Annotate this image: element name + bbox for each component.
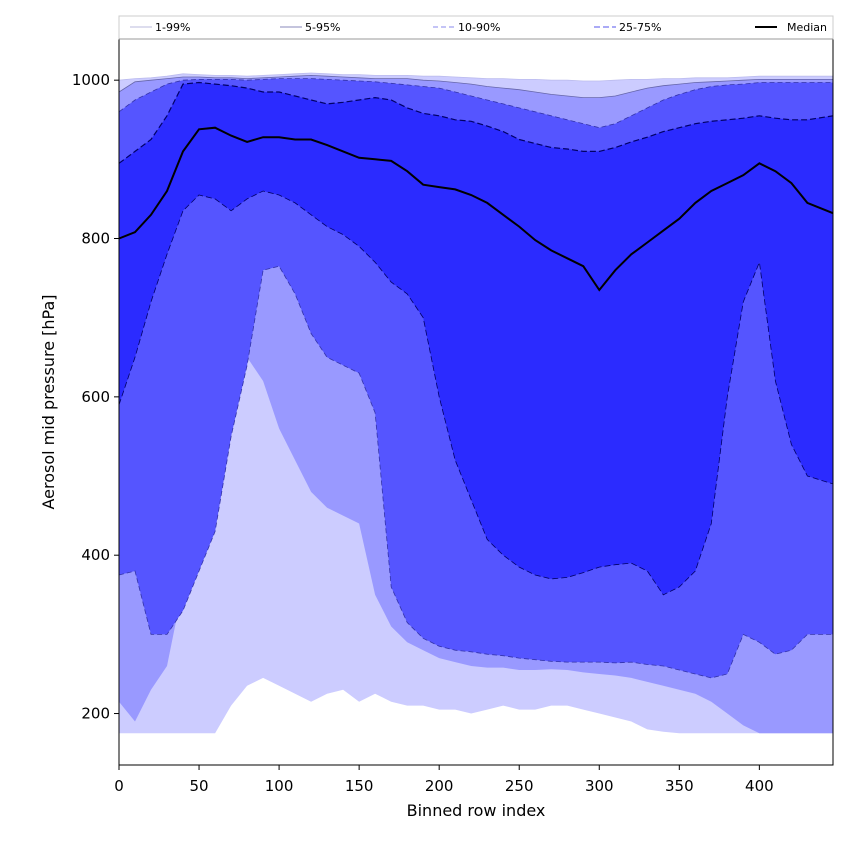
band-edge-lower-2 bbox=[118, 265, 833, 679]
legend-label-1-99: 1-99% bbox=[155, 21, 190, 34]
y-tick-label: 400 bbox=[81, 546, 110, 564]
x-tick-label: 200 bbox=[425, 777, 454, 795]
legend-label-10-90: 10-90% bbox=[458, 21, 500, 34]
x-tick-label: 150 bbox=[345, 777, 374, 795]
y-axis-ticks: 200 400 600 800 1000 bbox=[72, 71, 119, 723]
y-tick-label: 200 bbox=[81, 705, 110, 723]
x-tick-label: 0 bbox=[114, 777, 124, 795]
band-edge-upper-1 bbox=[118, 74, 833, 98]
bands-layer bbox=[118, 72, 834, 734]
y-axis-label: Aerosol mid pressure [hPa] bbox=[39, 294, 58, 509]
band-edge-upper-0 bbox=[118, 72, 833, 82]
legend-label-25-75: 25-75% bbox=[619, 21, 661, 34]
y-tick-label: 1000 bbox=[72, 71, 110, 89]
x-tick-label: 350 bbox=[665, 777, 694, 795]
x-tick-label: 300 bbox=[585, 777, 614, 795]
y-tick-label: 600 bbox=[81, 388, 110, 406]
x-tick-label: 250 bbox=[505, 777, 534, 795]
legend-label-5-95: 5-95% bbox=[305, 21, 340, 34]
x-axis-ticks: 0 50 100 150 200 250 300 350 400 bbox=[114, 765, 774, 795]
band-edge-upper-3 bbox=[118, 81, 834, 164]
median-line bbox=[118, 126, 834, 292]
legend-label-median: Median bbox=[787, 21, 827, 34]
band-25-75 bbox=[119, 82, 833, 595]
x-tick-label: 50 bbox=[189, 777, 208, 795]
median-layer bbox=[118, 126, 834, 292]
legend: 1-99% 5-95% 10-90% 25-75% Median bbox=[118, 15, 834, 40]
x-axis-label: Binned row index bbox=[407, 801, 546, 820]
x-tick-label: 100 bbox=[265, 777, 294, 795]
band-edge-upper-2 bbox=[118, 78, 833, 129]
x-tick-label: 400 bbox=[745, 777, 774, 795]
band-edge-lower-3 bbox=[118, 190, 834, 596]
y-tick-label: 800 bbox=[81, 230, 110, 248]
